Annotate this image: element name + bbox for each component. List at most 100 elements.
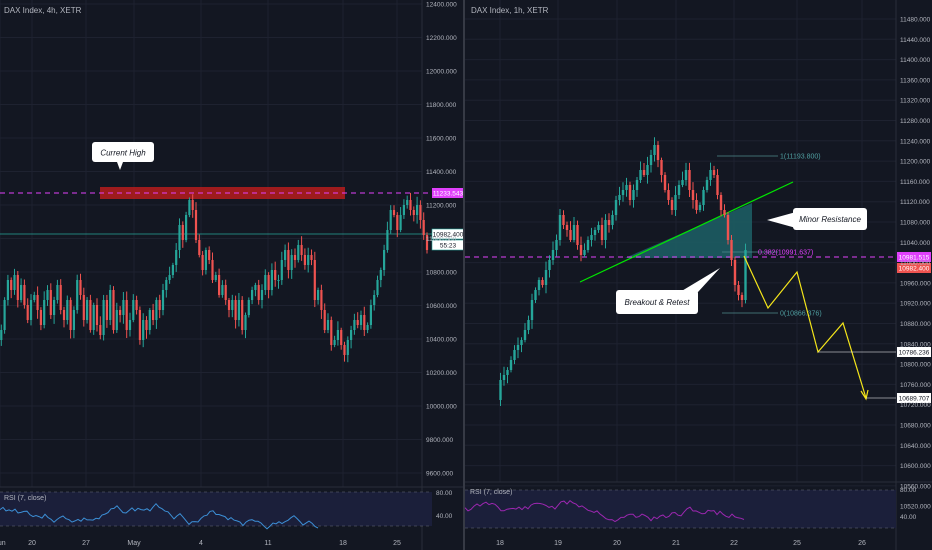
candle-body <box>132 300 135 320</box>
candle-body <box>224 285 227 300</box>
candle-body <box>684 170 688 180</box>
candle-body <box>49 290 52 315</box>
left-resistance-badge-text: 11233.543 <box>433 191 464 198</box>
price-tick-label: 11000.000 <box>426 236 457 243</box>
price-tick-label: 10760.000 <box>900 382 931 389</box>
candle-body <box>155 300 158 320</box>
candle-body <box>36 295 39 310</box>
candle-body <box>379 270 382 280</box>
price-tick-label: 11400.000 <box>426 169 457 176</box>
price-tick-label: 10400.000 <box>426 337 457 344</box>
candle-body <box>534 290 537 300</box>
candle-body <box>558 215 562 240</box>
candle-body <box>23 285 26 305</box>
candle-body <box>214 275 217 280</box>
candle-body <box>373 295 376 305</box>
candle-body <box>13 275 16 290</box>
candle-body <box>29 300 33 320</box>
candle-body <box>330 320 333 345</box>
fib-level-0382-label: 0.382(10991.637) <box>758 250 813 257</box>
candle-body <box>10 280 13 290</box>
candle-body <box>572 225 576 240</box>
candle-body <box>56 285 59 300</box>
candle-body <box>277 280 280 281</box>
candle-body <box>695 200 698 210</box>
right-rsi-label: RSI (7, close) <box>470 489 512 496</box>
time-tick-label: 4 <box>199 540 203 547</box>
candle-body <box>698 205 702 210</box>
minor-resistance-box <box>793 208 867 230</box>
left-rsi-level-80: 80.00 <box>436 490 453 497</box>
candle-body <box>527 320 530 330</box>
candle-body <box>737 285 740 295</box>
left-chart-panel[interactable]: DAX Index, 4h, XETR Current High 11233.5… <box>0 0 465 550</box>
candle-body <box>165 280 168 290</box>
price-tick-label: 10640.000 <box>900 443 931 450</box>
candle-body <box>723 210 726 215</box>
candle-body <box>399 215 402 230</box>
right-resistance-badge <box>897 252 931 262</box>
left-time-axis[interactable]: 20 27 May 4 11 18 25 Jun <box>0 540 401 547</box>
candle-body <box>161 290 165 310</box>
candle-body <box>145 320 148 330</box>
candle-body <box>148 310 151 330</box>
candle-body <box>422 220 425 235</box>
candle-body <box>194 210 198 240</box>
candle-body <box>607 220 611 225</box>
projection-path[interactable] <box>743 255 867 399</box>
candle-body <box>544 270 548 285</box>
projection-arrowhead <box>860 389 869 401</box>
candle-body <box>386 230 389 250</box>
left-price-axis[interactable]: 12400.000 12200.000 12000.000 11800.000 1160… <box>426 2 457 478</box>
minor-resistance-annotation[interactable]: Minor Resistance <box>767 208 867 230</box>
candle-body <box>211 260 214 280</box>
candle-body <box>389 210 392 230</box>
left-rsi-band <box>0 492 432 526</box>
candle-body <box>310 255 313 260</box>
candle-body <box>267 275 270 290</box>
candle-body <box>660 160 663 175</box>
candle-body <box>135 300 138 310</box>
price-tick-label: 11440.000 <box>900 37 931 44</box>
right-chart-panel[interactable]: DAX Index, 1h, XETR 1(11193.800) 0.382(1… <box>464 0 932 550</box>
time-tick-label: 18 <box>339 540 347 547</box>
candle-body <box>366 325 369 330</box>
candle-body <box>264 275 267 290</box>
current-high-annotation[interactable]: Current High <box>92 142 154 170</box>
right-time-axis[interactable]: 18 19 20 21 22 25 26 <box>496 540 866 547</box>
candle-body <box>409 200 412 210</box>
minor-resistance-pointer <box>767 212 796 228</box>
candle-body <box>188 200 191 215</box>
candle-body <box>102 300 105 335</box>
price-tick-label: 10000.000 <box>426 404 457 411</box>
candle-body <box>670 200 674 210</box>
candle-body <box>109 290 112 320</box>
candle-body <box>509 360 513 370</box>
candle-body <box>716 175 719 195</box>
candle-body <box>69 300 72 330</box>
price-tick-label: 11120.000 <box>900 199 930 206</box>
price-tick-label: 10960.000 <box>900 280 931 287</box>
candle-body <box>681 180 684 185</box>
candle-body <box>227 300 231 310</box>
candle-body <box>274 270 277 280</box>
candle-body <box>611 215 614 225</box>
candle-body <box>204 250 207 270</box>
current-high-pointer <box>117 162 123 170</box>
candle-body <box>562 215 565 225</box>
breakout-annotation[interactable]: Breakout & Retest <box>616 268 720 314</box>
candle-body <box>336 330 339 340</box>
right-rsi-level-80: 80.00 <box>900 487 917 494</box>
candle-body <box>628 185 632 200</box>
candle-body <box>583 250 586 255</box>
left-resistance-zone[interactable] <box>100 187 345 199</box>
candle-body <box>688 170 691 190</box>
price-tick-label: 9600.000 <box>426 471 453 478</box>
right-price-axis[interactable]: 11480.000 11440.000 11400.000 11360.000 1132… <box>900 17 931 511</box>
time-tick-label: 25 <box>393 540 401 547</box>
candle-body <box>254 285 257 290</box>
right-rsi-band <box>465 490 896 528</box>
candle-body <box>297 245 300 260</box>
trendline[interactable] <box>579 181 794 283</box>
price-tick-label: 10840.000 <box>900 341 931 348</box>
